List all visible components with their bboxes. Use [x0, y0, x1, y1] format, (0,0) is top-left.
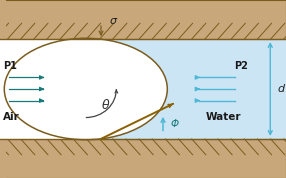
Circle shape [4, 38, 167, 140]
Text: P1: P1 [3, 61, 17, 71]
Bar [0, 39, 286, 139]
Bar [0, 139, 6, 178]
Text: σ: σ [110, 16, 117, 26]
Bar [0, 139, 286, 178]
Text: Air: Air [3, 112, 20, 122]
Bar [0, 39, 7, 139]
Bar [0, 39, 86, 139]
Text: d: d [277, 84, 285, 94]
Text: θ: θ [102, 98, 110, 112]
Text: Water: Water [206, 112, 241, 122]
Bar [0, 0, 286, 39]
Text: P2: P2 [235, 61, 249, 71]
Bar [0, 0, 6, 39]
Text: Φ: Φ [170, 119, 178, 129]
